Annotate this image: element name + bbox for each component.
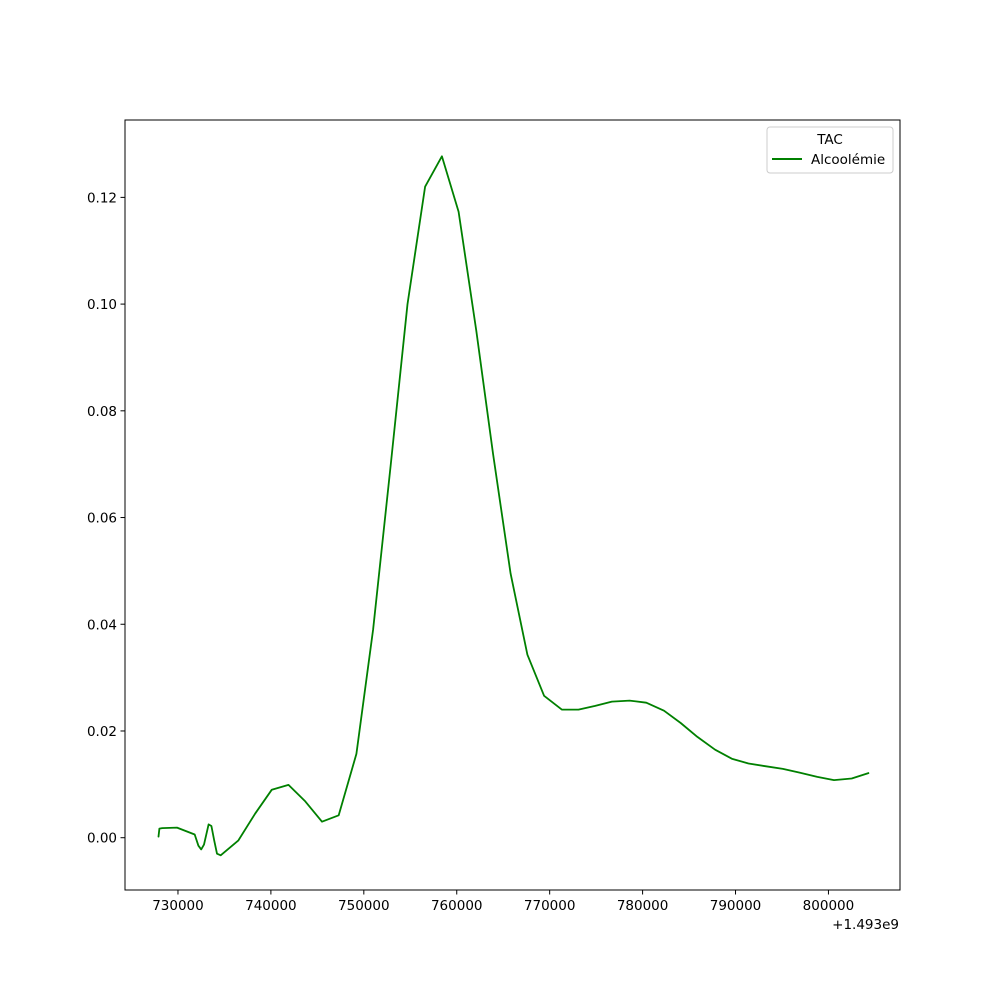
x-tick-label: 750000: [338, 898, 390, 914]
plot-area: [125, 120, 900, 890]
legend: TAC Alcoolémie: [766, 126, 894, 174]
x-axis: 730000 740000 750000 760000 770000 780000 7900…: [152, 890, 854, 914]
x-tick-label: 740000: [245, 898, 297, 914]
y-tick-label: 0.00: [87, 831, 117, 847]
y-tick-label: 0.12: [87, 190, 117, 206]
legend-box: [766, 126, 894, 174]
x-tick-label: 770000: [524, 898, 576, 914]
x-tick-label: 780000: [617, 898, 669, 914]
x-tick-label: 790000: [710, 898, 762, 914]
legend-title: TAC: [816, 132, 843, 148]
x-axis-offset-label: +1.493e9: [832, 917, 899, 933]
series-line-alcoolemie: [157, 155, 870, 857]
y-tick-label: 0.02: [87, 724, 117, 740]
y-axis: 0.00 0.02 0.04 0.06 0.08 0.10 0.12: [87, 190, 125, 847]
y-tick-label: 0.08: [87, 404, 117, 420]
legend-label: Alcoolémie: [811, 152, 885, 168]
y-tick-label: 0.06: [87, 511, 117, 527]
x-tick-label: 760000: [431, 898, 483, 914]
series-layer: [157, 155, 870, 857]
y-tick-label: 0.04: [87, 617, 117, 633]
plot-frame: [124, 119, 901, 891]
x-tick-label: 800000: [803, 898, 855, 914]
x-tick-label: 730000: [152, 898, 204, 914]
y-tick-label: 0.10: [87, 297, 117, 313]
